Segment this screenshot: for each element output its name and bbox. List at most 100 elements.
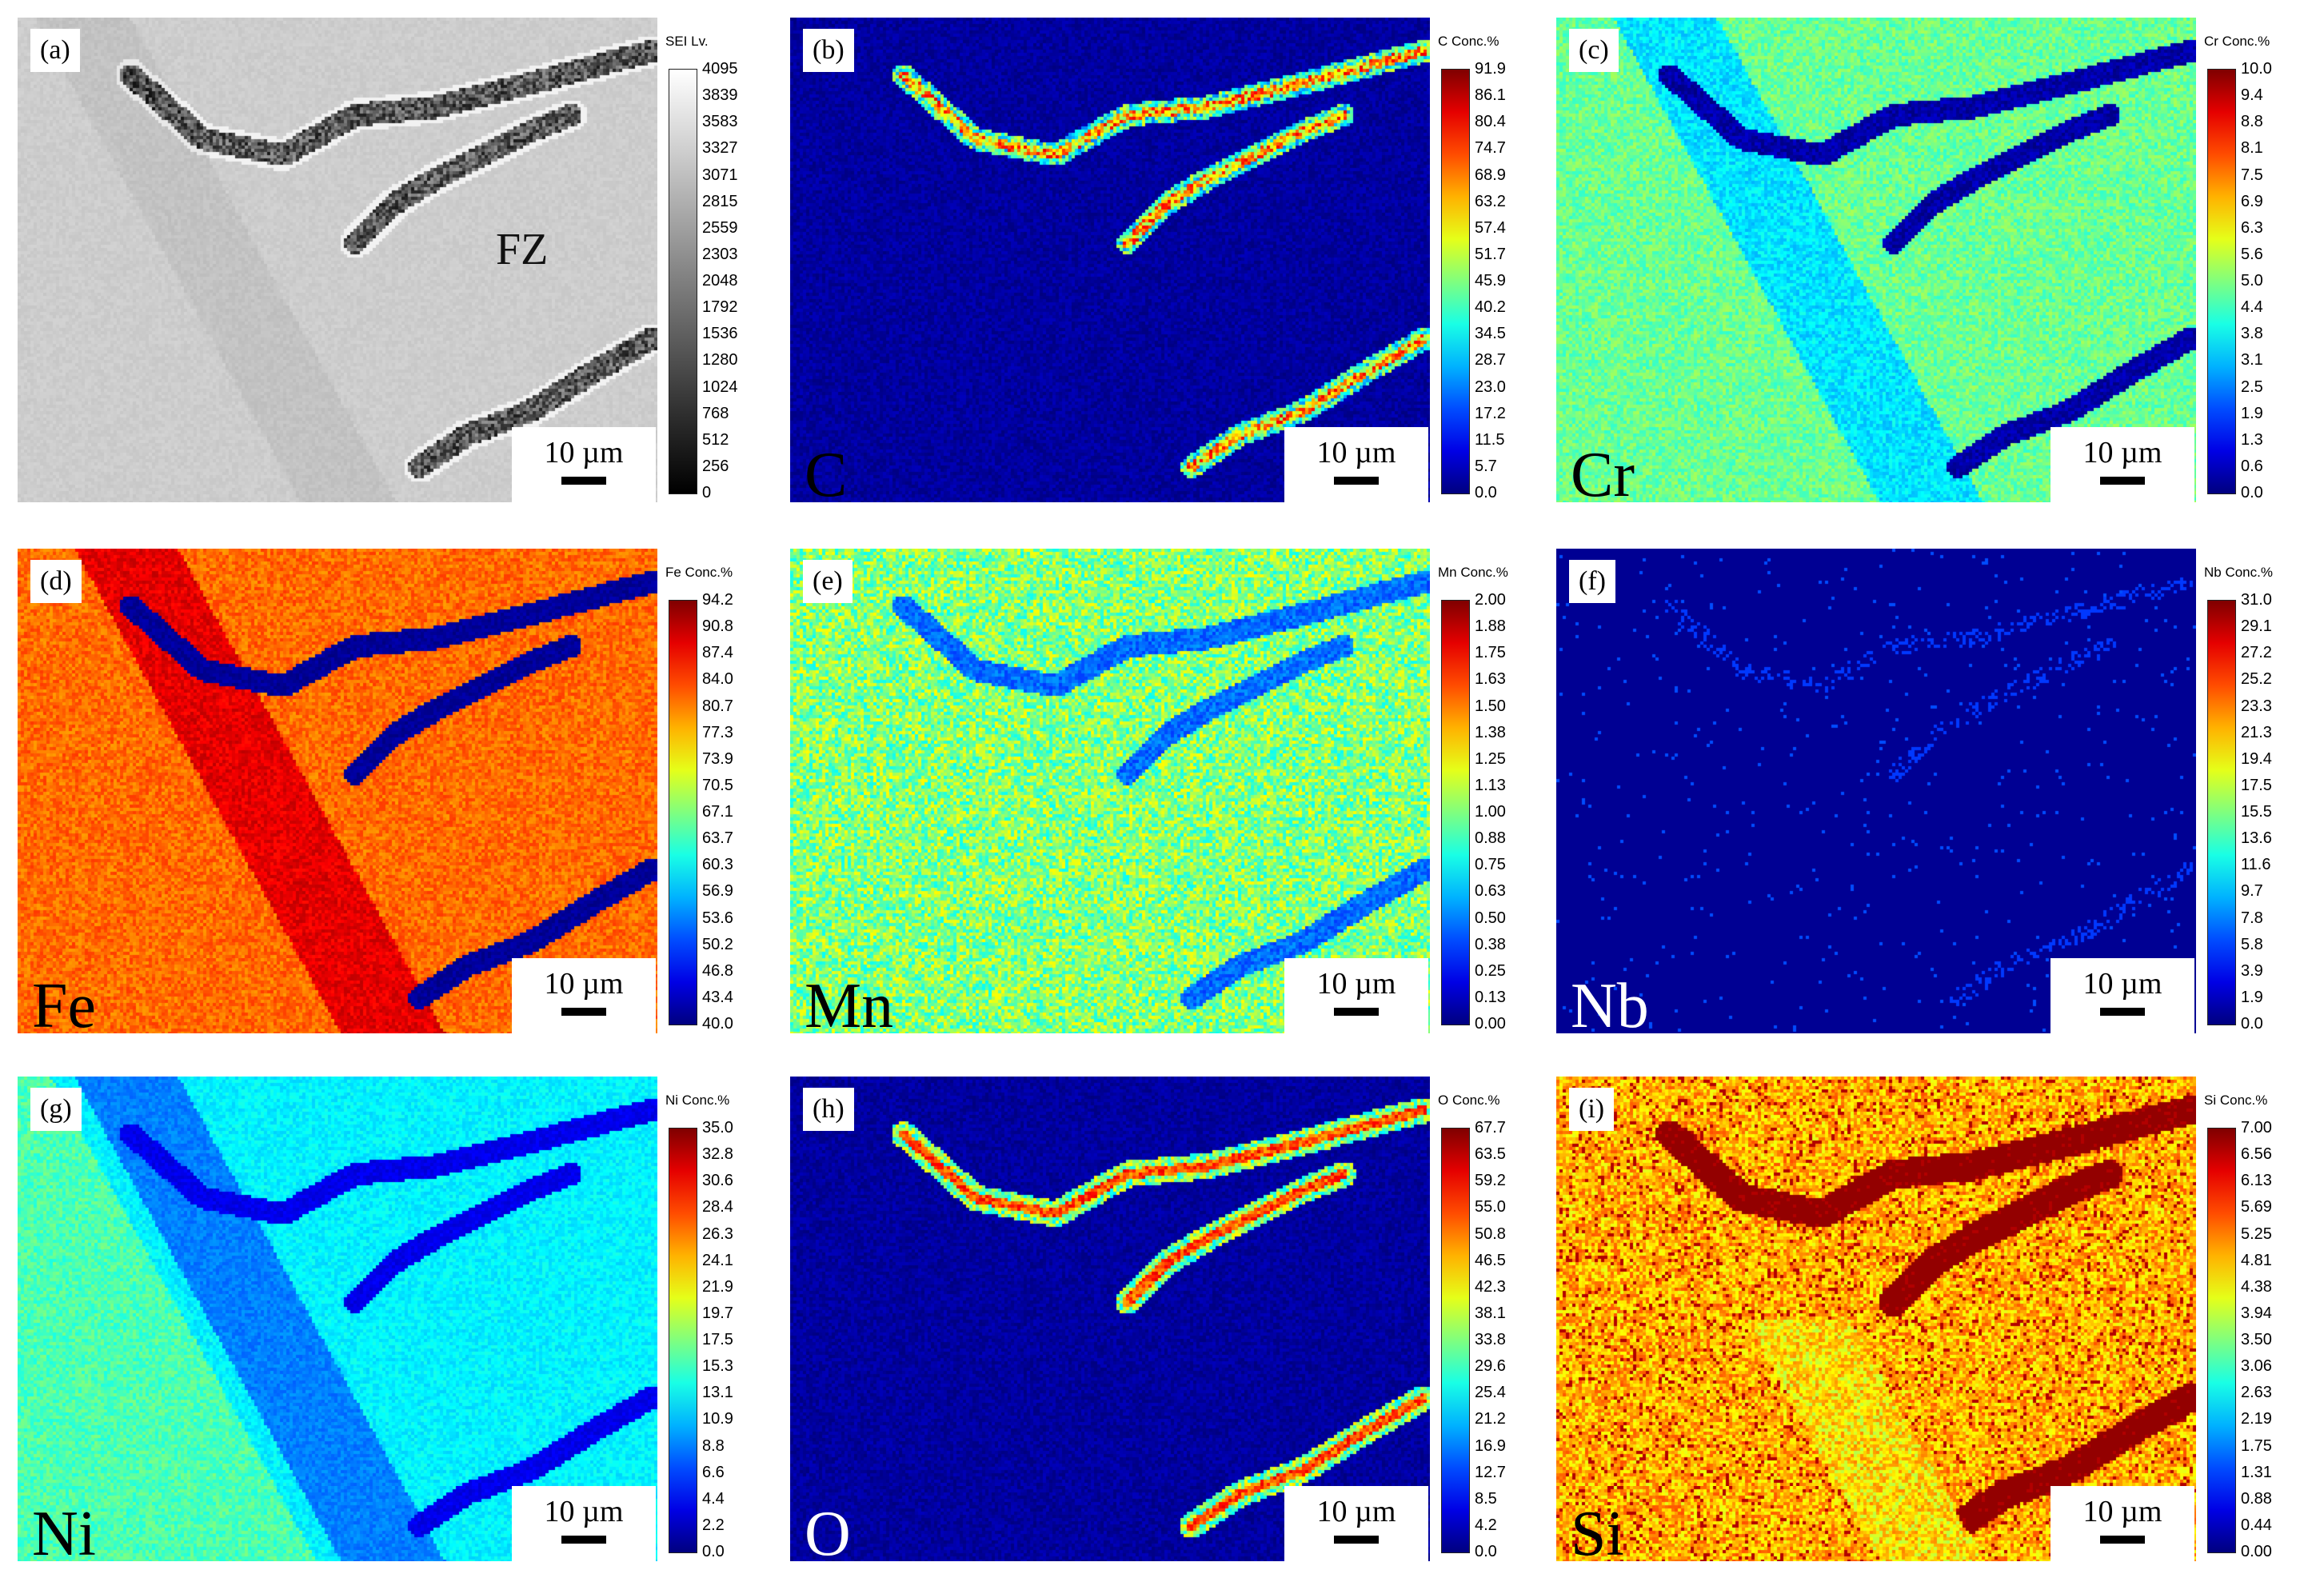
- colorbar-tick-label: 15.3: [702, 1357, 733, 1376]
- colorbar: [2207, 69, 2236, 494]
- colorbar-tick-label: 5.8: [2241, 935, 2263, 953]
- colorbar-tick-label: 1.31: [2241, 1463, 2272, 1481]
- colorbar-tick-label: 2559: [702, 218, 738, 237]
- colorbar-tick-label: 3.06: [2241, 1357, 2272, 1376]
- element-label: Ni: [32, 1499, 96, 1569]
- colorbar-tick-label: 2.2: [702, 1516, 725, 1534]
- colorbar-tick-label: 56.9: [702, 882, 733, 901]
- colorbar-tick-label: 0.50: [1475, 909, 1506, 927]
- colorbar-title: Si Conc.%: [2204, 1093, 2268, 1108]
- colorbar-tick-label: 1.75: [1475, 644, 1506, 662]
- colorbar-tick-label: 7.8: [2241, 909, 2263, 927]
- colorbar-tick-label: 12.7: [1475, 1463, 1506, 1481]
- panel-label: (e): [803, 560, 853, 603]
- colorbar-tick-label: 0.25: [1475, 961, 1506, 980]
- colorbar-tick-label: 1.75: [2241, 1436, 2272, 1455]
- scale-bar: 10 µm: [1284, 1486, 1428, 1563]
- colorbar-tick-label: 25.2: [2241, 670, 2272, 689]
- panel-label: (c): [1569, 29, 1619, 72]
- scale-bar-text: 10 µm: [1316, 967, 1396, 1001]
- iron-map-image: [18, 549, 657, 1033]
- element-label: Si: [1571, 1499, 1624, 1569]
- colorbar-tick-label: 86.1: [1475, 86, 1506, 105]
- panel-c-chromium-map: (c) Cr 10 µm Cr Conc.% 10.0 9.4 8.8 8.1 7.5 6…: [1556, 18, 2308, 513]
- panel-e-manganese-map: (e) Mn 10 µm Mn Conc.% 2.00 1.88 1.75 1.63 1…: [790, 549, 1510, 1045]
- colorbar-tick-label: 768: [702, 404, 729, 422]
- silicon-map-image: [1556, 1077, 2196, 1561]
- colorbar-tick-label: 8.8: [702, 1436, 725, 1455]
- colorbar-tick-label: 2.5: [2241, 378, 2263, 396]
- colorbar-tick-label: 7.00: [2241, 1119, 2272, 1137]
- colorbar-tick-label: 51.7: [1475, 245, 1506, 263]
- manganese-map-image: [790, 549, 1430, 1033]
- colorbar-title: Nb Conc.%: [2204, 565, 2273, 580]
- scale-bar-text: 10 µm: [1316, 1495, 1396, 1528]
- colorbar-tick-label: 3.50: [2241, 1331, 2272, 1348]
- colorbar-tick-label: 1024: [702, 378, 738, 396]
- scale-bar-line: [561, 1536, 606, 1544]
- colorbar-tick-label: 40.2: [1475, 298, 1506, 317]
- colorbar-tick-label: 60.3: [702, 856, 733, 874]
- colorbar-tick-label: 91.9: [1475, 60, 1506, 78]
- colorbar-title: Fe Conc.%: [665, 565, 733, 580]
- colorbar-tick-label: 21.9: [702, 1277, 733, 1296]
- colorbar-tick-label: 28.7: [1475, 351, 1506, 370]
- colorbar-tick-label: 11.6: [2241, 856, 2271, 874]
- colorbar-tick-label: 0.0: [1475, 484, 1497, 501]
- scale-bar-text: 10 µm: [1316, 436, 1396, 469]
- oxygen-map-image: [790, 1077, 1430, 1561]
- colorbar-tick-label: 23.3: [2241, 697, 2272, 715]
- colorbar-tick-label: 0: [702, 484, 712, 501]
- colorbar-tick-label: 63.2: [1475, 192, 1506, 210]
- colorbar-tick-label: 17.5: [702, 1331, 733, 1348]
- colorbar-tick-label: 84.0: [702, 670, 733, 689]
- colorbar-tick-label: 40.0: [702, 1015, 733, 1033]
- colorbar-tick-label: 8.8: [2241, 113, 2263, 131]
- colorbar-tick-label: 3583: [702, 113, 738, 131]
- colorbar-tick-label: 26.3: [702, 1224, 733, 1243]
- colorbar-tick-label: 77.3: [702, 723, 733, 741]
- colorbar-tick-label: 0.0: [702, 1543, 725, 1560]
- scale-bar-line: [1334, 477, 1379, 485]
- panel-label: (i): [1569, 1088, 1615, 1131]
- colorbar-tick-label: 3.9: [2241, 961, 2263, 980]
- colorbar-tick-label: 13.6: [2241, 829, 2272, 848]
- panel-label: (h): [803, 1088, 854, 1131]
- colorbar: [1441, 69, 1470, 494]
- colorbar-tick-label: 0.6: [2241, 457, 2263, 475]
- scale-bar-line: [2100, 477, 2145, 485]
- colorbar-tick-label: 30.6: [702, 1172, 733, 1190]
- scale-bar-line: [561, 1008, 606, 1016]
- colorbar-tick-label: 63.7: [702, 829, 733, 848]
- colorbar-tick-label: 6.3: [2241, 218, 2263, 237]
- scale-bar-line: [1334, 1008, 1379, 1016]
- scale-bar-line: [2100, 1008, 2145, 1016]
- element-label: Cr: [1571, 440, 1635, 510]
- colorbar-tick-label: 0.00: [2241, 1543, 2272, 1560]
- colorbar-tick-label: 43.4: [702, 988, 733, 1006]
- colorbar-tick-label: 21.3: [2241, 723, 2272, 741]
- colorbar-tick-label: 28.4: [702, 1198, 733, 1216]
- colorbar-tick-label: 21.2: [1475, 1410, 1506, 1428]
- colorbar-tick-label: 50.2: [702, 935, 733, 953]
- colorbar-tick-label: 1280: [702, 351, 738, 370]
- scale-bar-text: 10 µm: [544, 436, 624, 469]
- colorbar-tick-label: 4.2: [1475, 1516, 1497, 1534]
- colorbar-tick-label: 1536: [702, 325, 738, 343]
- scale-bar-line: [561, 477, 606, 485]
- scale-bar: 10 µm: [512, 1486, 656, 1563]
- colorbar-tick-label: 6.6: [702, 1463, 725, 1481]
- colorbar-tick-label: 5.6: [2241, 245, 2263, 263]
- panel-f-niobium-map: (f) Nb 10 µm Nb Conc.% 31.0 29.1 27.2 25.2 2…: [1556, 549, 2308, 1045]
- colorbar-tick-label: 55.0: [1475, 1198, 1506, 1216]
- element-label: C: [805, 440, 848, 510]
- scale-bar: 10 µm: [1284, 427, 1428, 504]
- colorbar-tick-label: 3327: [702, 139, 738, 158]
- colorbar-tick-label: 0.63: [1475, 882, 1506, 901]
- colorbar-tick-label: 6.56: [2241, 1145, 2272, 1164]
- colorbar-tick-label: 13.1: [702, 1384, 733, 1402]
- chromium-map-image: [1556, 18, 2196, 502]
- scale-bar-text: 10 µm: [544, 1495, 624, 1528]
- colorbar-tick-label: 80.7: [702, 697, 733, 715]
- colorbar-tick-label: 1.9: [2241, 404, 2263, 422]
